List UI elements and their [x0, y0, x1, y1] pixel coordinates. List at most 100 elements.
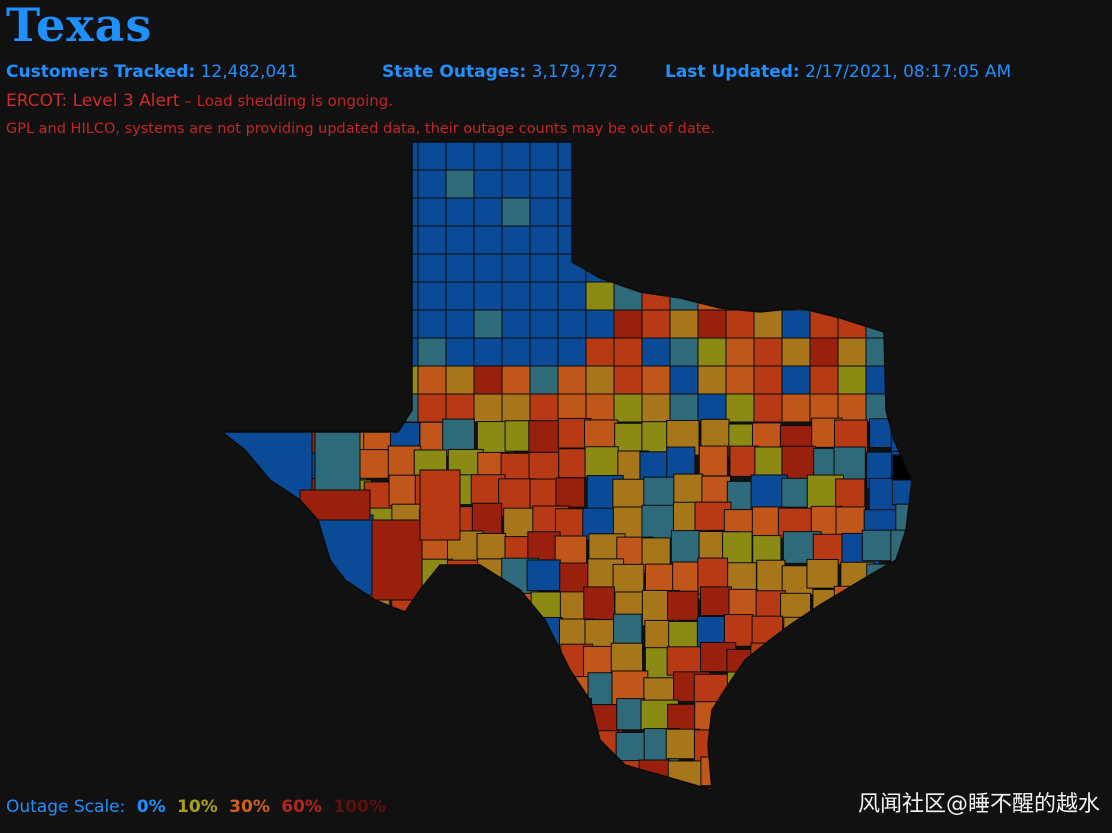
county[interactable]: [419, 755, 451, 785]
county[interactable]: [753, 142, 783, 171]
county[interactable]: [505, 759, 542, 792]
county[interactable]: [275, 703, 314, 742]
county[interactable]: [498, 676, 532, 713]
county[interactable]: [250, 614, 280, 646]
county[interactable]: [837, 253, 867, 283]
county[interactable]: [585, 225, 615, 255]
county[interactable]: [413, 615, 452, 645]
county[interactable]: [445, 309, 475, 339]
county[interactable]: [441, 786, 473, 823]
county[interactable]: [417, 309, 447, 339]
county[interactable]: [249, 169, 279, 199]
county[interactable]: [698, 445, 728, 477]
county[interactable]: [317, 514, 374, 596]
county[interactable]: [473, 309, 503, 339]
county[interactable]: [557, 309, 587, 339]
county[interactable]: [360, 671, 394, 701]
county[interactable]: [669, 197, 699, 227]
county[interactable]: [277, 169, 307, 199]
county[interactable]: [865, 393, 895, 423]
county[interactable]: [362, 614, 402, 652]
county[interactable]: [837, 169, 867, 199]
county[interactable]: [753, 169, 783, 199]
county[interactable]: [417, 393, 447, 423]
county[interactable]: [221, 646, 251, 679]
county[interactable]: [891, 641, 926, 673]
county[interactable]: [585, 393, 615, 423]
county[interactable]: [725, 142, 755, 171]
county[interactable]: [501, 281, 531, 311]
county[interactable]: [501, 393, 531, 423]
county[interactable]: [473, 729, 503, 761]
county[interactable]: [333, 309, 363, 339]
county[interactable]: [473, 393, 503, 423]
county[interactable]: [277, 337, 307, 367]
county[interactable]: [252, 756, 286, 786]
county[interactable]: [869, 418, 902, 449]
county[interactable]: [473, 281, 503, 311]
county[interactable]: [613, 393, 643, 423]
county[interactable]: [783, 757, 817, 791]
county[interactable]: [613, 337, 643, 367]
county[interactable]: [669, 253, 699, 283]
county[interactable]: [693, 673, 729, 704]
county[interactable]: [781, 309, 811, 339]
county[interactable]: [249, 253, 279, 283]
county[interactable]: [224, 530, 261, 567]
county[interactable]: [305, 337, 335, 367]
county[interactable]: [697, 253, 727, 283]
county[interactable]: [667, 590, 699, 621]
county[interactable]: [891, 562, 922, 602]
county[interactable]: [725, 281, 755, 311]
county[interactable]: [725, 309, 755, 339]
county[interactable]: [863, 587, 897, 620]
county[interactable]: [587, 757, 619, 793]
county[interactable]: [753, 704, 783, 741]
county[interactable]: [363, 700, 401, 732]
county[interactable]: [417, 253, 447, 283]
county[interactable]: [641, 225, 671, 255]
county[interactable]: [498, 648, 529, 684]
county[interactable]: [416, 698, 451, 731]
county[interactable]: [754, 446, 786, 481]
county[interactable]: [361, 169, 391, 199]
county[interactable]: [529, 169, 559, 199]
county[interactable]: [529, 253, 559, 283]
county[interactable]: [835, 619, 866, 653]
county[interactable]: [835, 506, 866, 536]
county[interactable]: [333, 225, 363, 255]
county[interactable]: [333, 142, 363, 171]
county[interactable]: [809, 365, 839, 395]
county[interactable]: [442, 617, 475, 649]
county[interactable]: [221, 475, 253, 514]
county[interactable]: [249, 337, 279, 367]
county[interactable]: [389, 337, 419, 367]
county[interactable]: [501, 142, 531, 171]
county[interactable]: [445, 225, 475, 255]
county[interactable]: [893, 337, 922, 367]
county[interactable]: [809, 281, 839, 311]
county[interactable]: [833, 585, 873, 620]
county[interactable]: [865, 337, 895, 367]
county[interactable]: [420, 645, 456, 683]
county[interactable]: [501, 225, 531, 255]
county[interactable]: [613, 281, 643, 311]
county[interactable]: [330, 730, 369, 763]
county[interactable]: [532, 785, 562, 822]
county[interactable]: [834, 643, 869, 674]
county[interactable]: [725, 197, 755, 227]
county[interactable]: [753, 309, 783, 339]
county[interactable]: [221, 676, 250, 707]
county[interactable]: [837, 393, 867, 423]
county[interactable]: [447, 585, 485, 619]
county[interactable]: [389, 393, 419, 423]
county[interactable]: [727, 757, 759, 790]
county[interactable]: [303, 591, 339, 626]
county[interactable]: [894, 590, 924, 624]
county[interactable]: [299, 489, 371, 521]
county[interactable]: [697, 225, 727, 255]
county[interactable]: [446, 755, 480, 791]
county[interactable]: [756, 559, 786, 593]
county[interactable]: [865, 281, 895, 311]
county[interactable]: [225, 588, 262, 623]
